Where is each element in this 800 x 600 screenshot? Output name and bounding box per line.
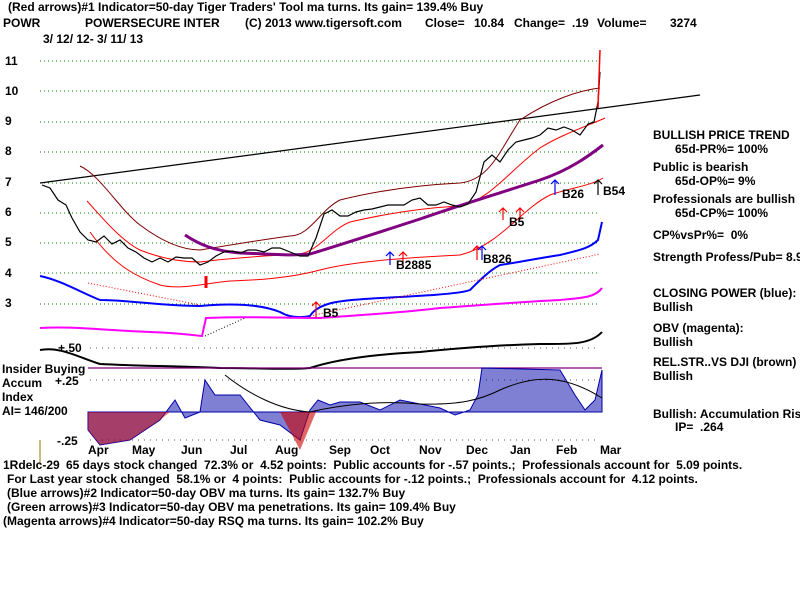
y-tick-11: 11 <box>5 54 18 68</box>
month-apr: Apr <box>88 443 109 457</box>
change-label: Change= <box>514 16 566 30</box>
grid-lines <box>40 60 600 305</box>
y-tick-4: 4 <box>5 266 12 280</box>
relstr-value: Bullish <box>653 369 694 383</box>
close-value: 10.84 <box>474 16 505 30</box>
volume-value: 3274 <box>670 16 697 30</box>
footer-magenta-arrows: (Magenta arrows)#4 Indicator=50-day RSQ … <box>3 514 424 528</box>
y-tick-6: 6 <box>5 205 12 219</box>
footer-green-arrows: (Green arrows)#3 Indicator=50-day OBV ma… <box>7 500 456 514</box>
annotation-b54: B54 <box>603 184 626 198</box>
accum-status: Bullish: Accumulation Rising <box>653 407 800 421</box>
annotation-b2885: B2885 <box>396 258 432 272</box>
obv-line <box>39 287 603 338</box>
month-oct: Oct <box>370 443 391 457</box>
change-value: .19 <box>572 16 589 30</box>
price-bars <box>41 71 601 266</box>
month-aug: Aug <box>275 443 299 457</box>
indicator-1-title: (Red arrows)#1 Indicator=50-day Tiger Tr… <box>8 0 484 14</box>
relstr-title: REL.STR..VS DJI (brown) <box>653 355 797 369</box>
y-tick-5: 5 <box>5 235 12 249</box>
annotation-b26: B26 <box>562 187 585 201</box>
accum-histogram <box>87 367 603 450</box>
footer-blue-arrows: (Blue arrows)#2 Indicator=50-day OBV ma … <box>7 486 406 500</box>
minus25-label: -.25 <box>57 434 78 448</box>
month-sep: Sep <box>329 443 352 457</box>
annotation-b5-low: B5 <box>323 306 339 320</box>
footer-prefix: 1Rdelc-29 <box>3 458 60 472</box>
cp-vs-pr: CP%vsPr%= 0% <box>653 228 749 242</box>
month-may: May <box>132 443 156 457</box>
ticker: POWR <box>3 16 41 30</box>
month-dec: Dec <box>466 443 489 457</box>
y-tick-9: 9 <box>5 114 12 128</box>
month-jul: Jul <box>230 443 248 457</box>
index-label: Index <box>2 390 34 404</box>
month-nov: Nov <box>419 443 442 457</box>
ip-value: IP= .264 <box>675 420 724 434</box>
plus25-label: +.25 <box>55 374 79 388</box>
y-tick-7: 7 <box>5 175 12 189</box>
closing-power-line <box>39 221 603 319</box>
footer-65day: 65 days stock changed 72.3% or 4.52 poin… <box>66 458 743 472</box>
annotation-b826: B826 <box>483 252 512 266</box>
last-bar <box>597 49 601 109</box>
relstr-line <box>39 331 603 370</box>
trend-title: BULLISH PRICE TREND <box>653 128 790 142</box>
month-mar: Mar <box>600 443 622 457</box>
insider-buying-label: Insider Buying <box>2 362 86 376</box>
copyright: (C) 2013 www.tigersoft.com <box>245 16 402 30</box>
professionals-status: Professionals are bullish <box>653 192 796 206</box>
trendline <box>39 94 701 184</box>
obv-title: OBV (magenta): <box>653 321 744 335</box>
op-value: 65d-OP%= 9% <box>675 174 756 188</box>
upper-mid-band <box>86 117 606 263</box>
obv-value: Bullish <box>653 335 694 349</box>
upper-band <box>79 87 601 251</box>
volume-label: Volume= <box>597 16 647 30</box>
cp-value: 65d-CP%= 100% <box>675 206 769 220</box>
close-label: Close= <box>425 16 465 30</box>
date-range: 3/ 12/ 12- 3/ 11/ 13 <box>43 32 144 46</box>
y-tick-8: 8 <box>5 144 12 158</box>
closing-power-title: CLOSING POWER (blue): <box>653 286 797 300</box>
ai-label: AI= 146/200 <box>2 404 68 418</box>
public-status: Public is bearish <box>653 160 749 174</box>
moving-average <box>184 143 604 257</box>
closing-power-value: Bullish <box>653 300 694 314</box>
y-tick-3: 3 <box>5 296 12 310</box>
company-name: POWERSECURE INTER <box>85 16 220 30</box>
strength-value: Strength Profess/Pub= 8.9 <box>653 250 800 264</box>
month-jun: Jun <box>181 443 203 457</box>
month-feb: Feb <box>556 443 578 457</box>
plus50-label: +.50 <box>58 341 82 355</box>
y-tick-10: 10 <box>5 84 19 98</box>
month-jan: Jan <box>510 443 531 457</box>
lower-band <box>89 177 604 288</box>
accum-label: Accum <box>2 376 43 390</box>
pr-value: 65d-PR%= 100% <box>675 142 769 156</box>
footer-lastyear: For Last year stock changed 58.1% or 4 p… <box>7 472 698 486</box>
annotation-b5-mid: B5 <box>509 215 525 229</box>
